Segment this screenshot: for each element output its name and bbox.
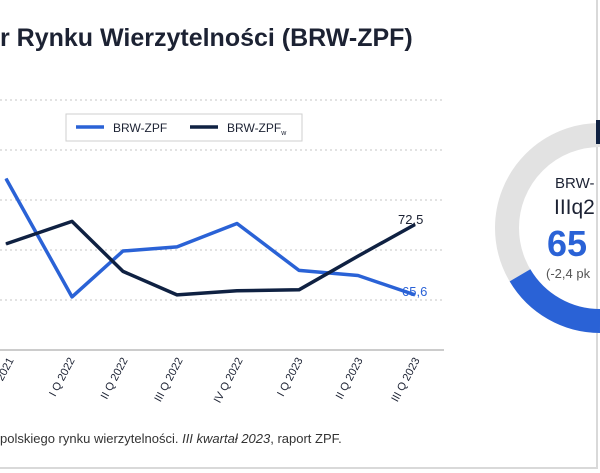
series-line-brw-zpf bbox=[4, 177, 416, 299]
source-text-end: , raport ZPF. bbox=[270, 431, 342, 446]
data-point bbox=[5, 243, 7, 245]
x-tick-label: III Q 2022 bbox=[152, 356, 185, 404]
data-point bbox=[71, 220, 73, 222]
data-point bbox=[357, 255, 359, 257]
donut-fill-arc bbox=[509, 268, 600, 333]
donut-label-line2: IIIq2 bbox=[554, 196, 595, 219]
legend-label-brw-zpfw: BRW-ZPFw bbox=[227, 121, 287, 137]
end-label-brw-zpf: 65,6 bbox=[402, 284, 427, 299]
data-point bbox=[357, 275, 359, 276]
x-tick-label: I Q 2022 bbox=[47, 356, 77, 399]
data-point bbox=[122, 250, 124, 252]
legend-box bbox=[65, 113, 303, 142]
data-point bbox=[236, 290, 238, 292]
source-note: polskiego rynku wierzytelności. III kwar… bbox=[0, 431, 342, 446]
series-layer bbox=[4, 177, 416, 299]
x-tick-label: 2021 bbox=[0, 356, 17, 383]
data-point bbox=[414, 294, 416, 296]
donut-label-line1: BRW- bbox=[555, 175, 594, 192]
end-label-brw-zpfw: 72,5 bbox=[398, 212, 423, 227]
x-tick-label: I Q 2023 bbox=[275, 356, 305, 399]
data-point bbox=[298, 289, 300, 291]
data-point bbox=[176, 294, 178, 296]
donut-top-marker bbox=[596, 120, 600, 144]
data-point bbox=[176, 246, 178, 248]
donut-change-label: (-2,4 pk bbox=[546, 266, 591, 281]
x-tick-label: II Q 2022 bbox=[99, 356, 131, 402]
data-point bbox=[5, 178, 7, 180]
donut-big-value: 65 bbox=[547, 223, 587, 264]
data-point bbox=[414, 224, 416, 225]
data-point bbox=[298, 269, 300, 271]
legend: BRW-ZPF BRW-ZPFw bbox=[65, 113, 303, 142]
legend-label-brw-zpf: BRW-ZPF bbox=[113, 121, 167, 135]
data-point bbox=[71, 296, 73, 298]
donut-track bbox=[495, 123, 600, 333]
x-tick-label: II Q 2023 bbox=[334, 356, 366, 402]
chart-title: r Rynku Wierzytelności (BRW-ZPF) bbox=[0, 24, 413, 52]
donut-chart: BRW- IIIq2 65 (-2,4 pk bbox=[495, 120, 600, 333]
data-point bbox=[122, 270, 124, 272]
x-tick-label: III Q 2023 bbox=[389, 356, 422, 404]
data-point bbox=[236, 223, 238, 224]
x-tick-label: IV Q 2022 bbox=[212, 356, 246, 405]
legend-subscript: w bbox=[280, 130, 287, 137]
source-text: polskiego rynku wierzytelności. bbox=[0, 431, 183, 446]
series-line-brw-zpfw bbox=[5, 219, 416, 297]
source-italic: III kwartał 2023 bbox=[182, 431, 271, 446]
x-tick-labels: 2021 I Q 2022 II Q 2022 III Q 2022 IV Q 2022… bbox=[0, 356, 423, 405]
